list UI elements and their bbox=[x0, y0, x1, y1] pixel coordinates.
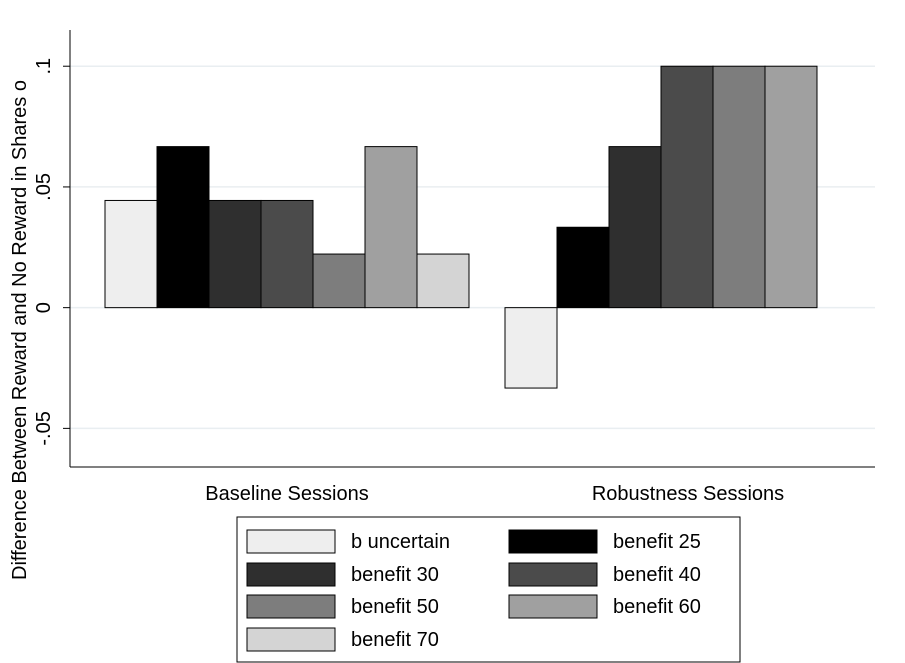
legend: b uncertain benefit 25 benefit 30 benefit 4… bbox=[236, 516, 741, 663]
x-category-label: Robustness Sessions bbox=[592, 483, 784, 505]
bar bbox=[608, 146, 662, 309]
bar bbox=[660, 65, 714, 309]
legend-label: benefit 30 bbox=[351, 564, 439, 586]
legend-label: benefit 50 bbox=[351, 596, 439, 618]
x-category-labels: Baseline Sessions Robustness Sessions bbox=[205, 483, 784, 505]
legend-label: benefit 60 bbox=[613, 596, 701, 618]
axes bbox=[69, 30, 875, 468]
legend-swatch bbox=[508, 562, 598, 587]
bar bbox=[312, 253, 366, 309]
bars bbox=[104, 65, 818, 389]
bar bbox=[764, 65, 818, 309]
legend-label: benefit 40 bbox=[613, 564, 701, 586]
legend-label: b uncertain bbox=[351, 531, 450, 553]
legend-label: benefit 70 bbox=[351, 629, 439, 651]
y-ticks: -.05 0 .05 .1 bbox=[33, 58, 70, 446]
legend-swatch bbox=[246, 562, 336, 587]
bar bbox=[104, 199, 158, 309]
bar bbox=[712, 65, 766, 309]
bar bbox=[156, 146, 210, 309]
legend-swatch bbox=[246, 627, 336, 652]
y-tick-label: .05 bbox=[33, 173, 55, 201]
bar bbox=[504, 307, 558, 389]
bar bbox=[208, 199, 262, 309]
bar bbox=[556, 226, 610, 309]
legend-swatch bbox=[246, 594, 336, 619]
legend-label: benefit 25 bbox=[613, 531, 701, 553]
y-tick-label: .1 bbox=[33, 58, 55, 75]
bar bbox=[260, 199, 314, 309]
x-category-label: Baseline Sessions bbox=[205, 483, 368, 505]
y-tick-label: -.05 bbox=[33, 411, 55, 445]
legend-swatch bbox=[508, 594, 598, 619]
bar bbox=[364, 146, 418, 309]
y-tick-label: 0 bbox=[33, 302, 55, 313]
legend-swatch bbox=[246, 529, 336, 554]
y-axis-label: Difference Between Reward and No Reward … bbox=[9, 80, 31, 580]
legend-swatch bbox=[508, 529, 598, 554]
bar bbox=[416, 253, 470, 309]
